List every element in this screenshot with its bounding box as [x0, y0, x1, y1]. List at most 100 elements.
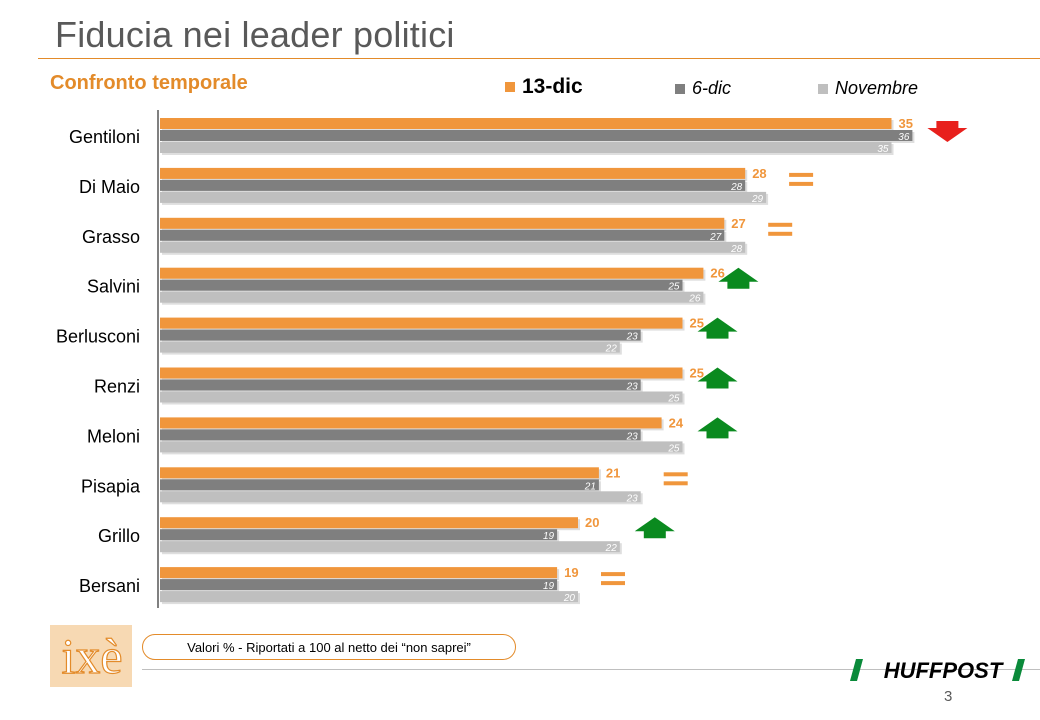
bar-meloni-novembre [160, 441, 683, 453]
bar-berlusconi-novembre [160, 341, 620, 353]
bar-gentiloni-6dic [160, 130, 913, 141]
legend-label-novembre: Novembre [835, 78, 919, 98]
arrow-up-icon [634, 517, 675, 539]
arrow-up-icon [697, 317, 738, 339]
data-label-grillo-6dic: 19 [543, 531, 555, 542]
data-label-bersani-13dic: 19 [564, 565, 578, 580]
legend-swatch-novembre [818, 83, 828, 94]
data-label-salvini-novembre: 26 [688, 294, 701, 305]
category-label-bersani: Bersani [79, 576, 140, 596]
arrow-up-icon [697, 417, 738, 439]
equal-icon [601, 572, 625, 577]
data-label-berlusconi-13dic: 25 [690, 316, 704, 331]
data-label-grasso-novembre: 28 [730, 244, 743, 255]
footer-divider [142, 669, 1040, 670]
bar-salvini-novembre [160, 291, 704, 303]
huffpost-logo: HUFFPOST [850, 658, 1025, 683]
category-label-grillo: Grillo [98, 526, 140, 546]
data-label-salvini-13dic: 26 [710, 266, 724, 281]
data-label-salvini-6dic: 25 [667, 282, 680, 293]
bar-berlusconi-13dic [160, 317, 683, 329]
note-box: Valori % - Riportati a 100 al netto dei … [142, 634, 516, 660]
legend-item-novembre: Novembre [818, 78, 918, 99]
category-label-renzi: Renzi [94, 377, 140, 397]
data-label-renzi-13dic: 25 [690, 366, 704, 381]
bar-berlusconi-6dic [160, 329, 641, 341]
bar-grasso-13dic [160, 217, 725, 229]
legend-swatch-6dic [675, 83, 685, 94]
ixe-logo: ixè [50, 625, 132, 687]
data-label-renzi-6dic: 23 [626, 382, 639, 393]
data-label-meloni-13dic: 24 [669, 415, 684, 430]
bar-gentiloni-novembre [160, 142, 892, 153]
bar-grasso-6dic [160, 229, 725, 241]
data-label-bersani-6dic: 19 [543, 581, 555, 592]
equal-icon [663, 472, 688, 477]
bar-salvini-6dic [160, 279, 683, 291]
bar-grillo-6dic [160, 529, 558, 541]
data-label-gentiloni-13dic: 35 [899, 116, 913, 131]
note-text: Valori % - Riportati a 100 al netto dei … [187, 639, 471, 655]
bar-grasso-novembre [160, 241, 746, 253]
bar-salvini-13dic [160, 267, 704, 279]
data-label-pisapia-novembre: 23 [626, 493, 639, 504]
bar-di-maio-13dic [160, 167, 746, 179]
page-number: 3 [944, 688, 953, 705]
equal-icon [663, 481, 688, 486]
data-label-berlusconi-6dic: 23 [626, 332, 639, 343]
equal-icon [768, 231, 793, 236]
data-label-bersani-novembre: 20 [563, 593, 576, 604]
bar-bersani-13dic [160, 567, 558, 579]
data-label-grasso-6dic: 27 [709, 232, 722, 243]
category-label-meloni: Meloni [87, 426, 140, 446]
bar-renzi-6dic [160, 379, 641, 391]
bar-di-maio-novembre [160, 191, 767, 203]
bar-meloni-13dic [160, 417, 662, 429]
category-label-gentiloni: Gentiloni [69, 127, 140, 147]
category-label-grasso: Grasso [82, 227, 140, 247]
legend-label-13dic: 13-dic [522, 75, 583, 98]
bar-renzi-13dic [160, 367, 683, 379]
slide-subtitle: Confronto temporale [50, 72, 248, 94]
bar-pisapia-6dic [160, 479, 599, 491]
category-label-di-maio: Di Maio [79, 177, 140, 197]
legend-label-6dic: 6-dic [692, 78, 732, 98]
huffpost-logo-stripe-right [1012, 659, 1025, 681]
bar-grillo-13dic [160, 517, 578, 529]
data-label-pisapia-6dic: 21 [584, 481, 596, 492]
bar-gentiloni-13dic [160, 118, 892, 129]
data-label-meloni-6dic: 23 [626, 431, 639, 442]
arrow-up-icon [697, 367, 738, 389]
equal-icon [601, 581, 625, 586]
data-label-gentiloni-6dic: 36 [898, 132, 910, 143]
data-label-pisapia-13dic: 21 [606, 465, 620, 480]
category-label-salvini: Salvini [87, 277, 140, 297]
bar-pisapia-novembre [160, 491, 641, 503]
data-label-grillo-novembre: 22 [605, 543, 618, 554]
bar-pisapia-13dic [160, 467, 599, 479]
bar-bersani-6dic [160, 579, 558, 591]
ixe-logo-background [50, 625, 132, 687]
arrow-down-icon [927, 121, 968, 142]
data-label-meloni-novembre: 25 [667, 443, 680, 454]
legend-item-6dic: 6-dic [675, 78, 731, 99]
bar-meloni-6dic [160, 429, 641, 441]
category-label-pisapia: Pisapia [81, 476, 141, 496]
data-label-grasso-13dic: 27 [731, 216, 745, 231]
bar-grillo-novembre [160, 541, 620, 553]
data-label-gentiloni-novembre: 35 [877, 144, 889, 155]
legend-swatch-13dic [505, 82, 515, 92]
bar-di-maio-6dic [160, 179, 746, 191]
data-label-renzi-novembre: 25 [667, 394, 680, 405]
equal-icon [789, 181, 814, 186]
bar-bersani-novembre [160, 591, 578, 603]
arrow-up-icon [718, 267, 759, 289]
category-label-berlusconi: Berlusconi [56, 327, 140, 347]
slide-title: Fiducia nei leader politici [55, 14, 455, 55]
equal-icon [768, 222, 793, 227]
bar-renzi-novembre [160, 391, 683, 403]
title-divider [38, 58, 1040, 59]
data-label-di-maio-13dic: 28 [752, 166, 766, 181]
